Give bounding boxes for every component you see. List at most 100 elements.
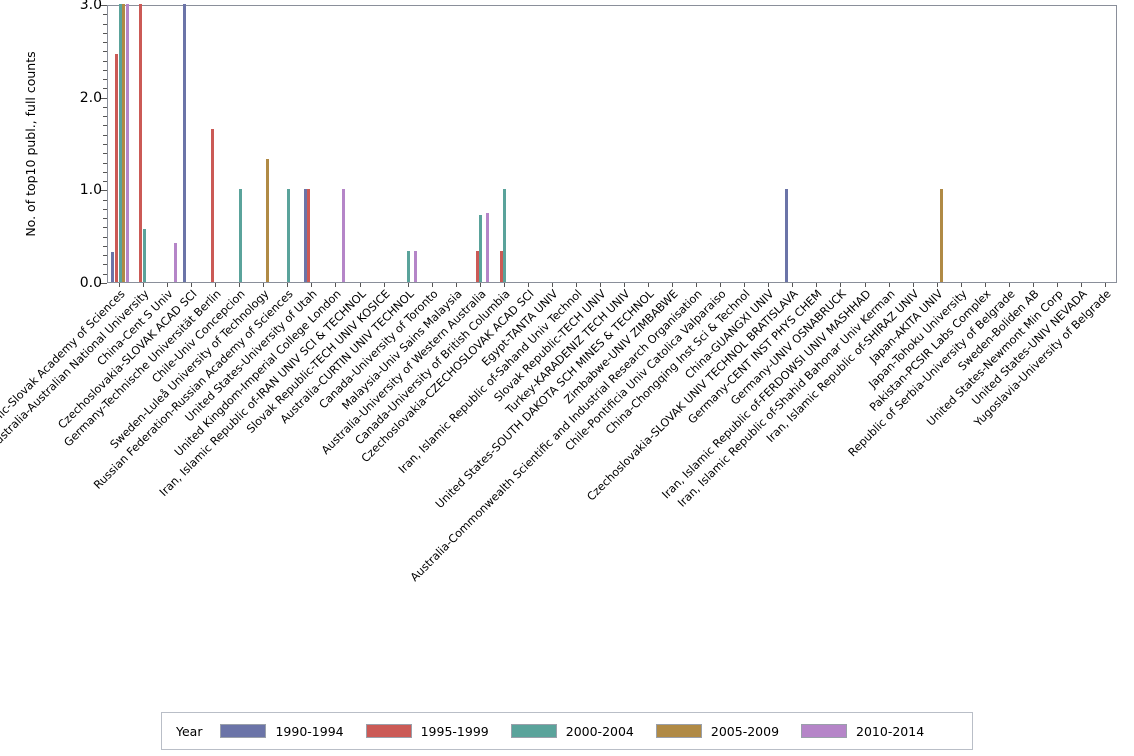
y-tick-minor xyxy=(103,236,107,238)
y-axis-tick-labels: 0.0 1.0 2.0 3.0 xyxy=(36,0,102,290)
legend-entry[interactable]: 2010-2014 xyxy=(801,724,924,739)
x-tick-label: Czechoslovakia-CZECHOSLOVAK ACAD SCI xyxy=(358,287,537,466)
x-tick xyxy=(383,283,385,287)
y-tick-minor xyxy=(103,264,107,266)
bar xyxy=(114,54,118,282)
x-tick xyxy=(1032,283,1034,287)
x-tick xyxy=(792,283,794,287)
x-tick xyxy=(503,283,505,287)
bar xyxy=(939,189,943,282)
x-tick xyxy=(768,283,770,287)
x-tick xyxy=(359,283,361,287)
legend-title: Year xyxy=(176,723,203,739)
bar xyxy=(111,252,115,282)
x-tick xyxy=(1104,283,1106,287)
x-tick xyxy=(1080,283,1082,287)
x-tick-label: Pakistan-PCSIR Labs Complex xyxy=(866,287,994,414)
x-tick-label: Egypt-TANTA UNIV xyxy=(479,287,561,369)
plot-area xyxy=(107,4,1117,283)
x-tick xyxy=(624,283,626,287)
x-tick-label: Zimbabwe-UNIV ZIMBABWE xyxy=(561,287,681,407)
x-tick xyxy=(311,283,313,287)
x-tick-label: Australia-Australian National University xyxy=(0,287,152,453)
x-tick xyxy=(407,283,409,287)
bar xyxy=(486,212,490,282)
x-tick xyxy=(431,283,433,287)
x-tick xyxy=(888,283,890,287)
x-tick-label: Iran, Islamic Republic of-FERDOWSI UNIV … xyxy=(659,287,874,502)
legend-label: 1995-1999 xyxy=(420,723,489,739)
x-tick xyxy=(1056,283,1058,287)
x-tick-label: Australia-University of Western Australi… xyxy=(318,287,489,457)
legend-label: 1990-1994 xyxy=(275,723,344,739)
bar xyxy=(142,229,146,282)
x-tick xyxy=(696,283,698,287)
bars-layer xyxy=(108,4,1116,282)
x-tick-label: Czechoslovakia-SLOVAK UNIV TECHNOL BRATI… xyxy=(584,287,801,504)
x-tick-label: Japan-AKITA UNIV xyxy=(866,287,946,366)
y-tick-minor xyxy=(103,125,107,127)
bar xyxy=(475,251,479,282)
bar xyxy=(211,129,215,282)
x-tick-label: Sweden-Luleå University of Technology xyxy=(107,287,272,452)
x-tick-label: Germany-CENT INST PHYS CHEM xyxy=(685,287,825,427)
x-tick xyxy=(648,283,650,287)
x-tick-label: Australia-CURTIN UNIV TECHNOL xyxy=(277,287,417,427)
x-tick xyxy=(672,283,674,287)
y-tick-major xyxy=(100,5,107,6)
x-tick xyxy=(551,283,553,287)
x-tick-label: Slovak Republic-TECH UNIV KOSICE xyxy=(243,287,393,436)
x-tick-label: Canada-University of British Columbia xyxy=(352,287,513,448)
y-tick-minor xyxy=(103,273,107,275)
bar xyxy=(238,189,242,282)
bar xyxy=(303,189,307,282)
y-tick-minor xyxy=(103,106,107,108)
bar xyxy=(118,4,122,282)
legend-label: 2005-2009 xyxy=(710,723,780,739)
x-tick xyxy=(912,283,914,287)
x-tick-label: Turkey-KARADENIZ TECH UNIV xyxy=(503,287,633,417)
legend-entries: 1990-1994 1995-1999 2000-2004 2005-2009 2010… xyxy=(220,724,946,739)
x-tick xyxy=(1008,283,1010,287)
x-tick xyxy=(527,283,529,287)
x-tick-label: Sweden-Boliden AB xyxy=(955,287,1042,374)
y-tick-minor xyxy=(103,162,107,164)
x-tick xyxy=(720,283,722,287)
legend-entry[interactable]: 2005-2009 xyxy=(655,723,780,739)
x-tick xyxy=(239,283,241,287)
legend-label: 2000-2004 xyxy=(565,723,634,739)
bar xyxy=(499,251,503,282)
x-tick-label: Canada-University of Toronto xyxy=(316,287,441,412)
y-tick-minor xyxy=(103,88,107,90)
x-tick xyxy=(960,283,962,287)
legend-swatch xyxy=(655,724,702,738)
legend-swatch xyxy=(365,724,412,738)
y-tick-minor xyxy=(103,208,107,210)
legend-entry[interactable]: 1995-1999 xyxy=(365,723,489,739)
legend: Year 1990-1994 1995-1999 2000-2004 2005-200… xyxy=(161,712,973,750)
legend-swatch xyxy=(510,724,557,738)
bar xyxy=(784,189,788,282)
x-tick xyxy=(936,283,938,287)
x-tick-label: Iran, Islamic Republic of-Shahid Bahonar… xyxy=(674,287,898,510)
legend-swatch xyxy=(220,724,267,738)
y-tick-minor xyxy=(103,69,107,71)
bar xyxy=(307,189,311,282)
x-tick-label: China-GUANGXI UNIV xyxy=(682,287,777,382)
bar xyxy=(407,251,411,282)
bar xyxy=(138,4,142,282)
x-tick xyxy=(215,283,217,287)
y-tick-label: 0.0 xyxy=(79,275,102,291)
y-tick-minor xyxy=(103,116,107,118)
x-tick-label: Japan-Tohoku University xyxy=(865,287,970,391)
y-tick-minor xyxy=(103,181,107,183)
legend-entry[interactable]: 1990-1994 xyxy=(220,723,344,739)
y-tick-minor xyxy=(103,14,107,16)
legend-entry[interactable]: 2000-2004 xyxy=(510,723,634,739)
y-tick-minor xyxy=(103,60,107,62)
x-tick-label: Germany-UNIV OSNABRUCK xyxy=(728,287,850,408)
x-tick-label: Iran, Islamic Republic of-SHIRAZ UNIV xyxy=(763,287,922,445)
y-tick-minor xyxy=(103,42,107,44)
x-tick-label: Germany-Technische Universität Berlin xyxy=(61,287,224,450)
